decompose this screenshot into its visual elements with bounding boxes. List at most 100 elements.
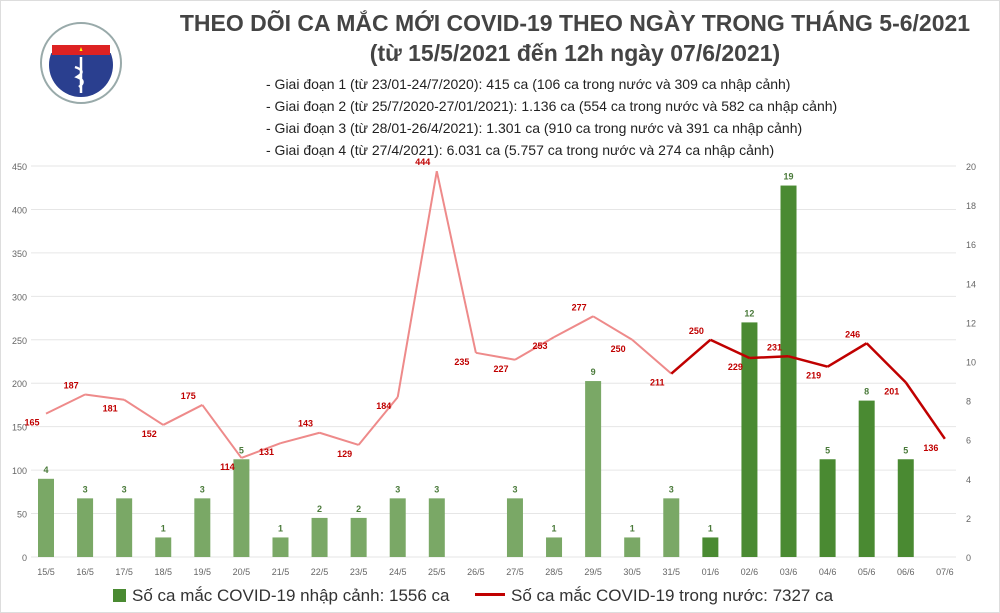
x-tick-label: 05/6	[858, 567, 876, 577]
bar-data-label: 2	[356, 504, 361, 514]
line-data-label: 250	[611, 344, 626, 354]
bar	[77, 498, 94, 557]
bar	[389, 498, 406, 557]
line-segment	[162, 404, 203, 426]
line-data-label: 143	[298, 419, 313, 429]
bar	[897, 459, 914, 557]
bar	[116, 498, 133, 557]
bar-data-label: 5	[239, 445, 244, 455]
bar	[546, 537, 563, 557]
bar	[155, 537, 172, 557]
y-right-tick-label: 8	[966, 397, 971, 407]
line-segment	[788, 355, 828, 368]
x-tick-label: 19/5	[194, 567, 212, 577]
y-right-tick-label: 10	[966, 358, 976, 368]
x-tick-label: 24/5	[389, 567, 407, 577]
bar-data-label: 3	[434, 484, 439, 494]
bar	[819, 459, 836, 557]
line-segment	[749, 355, 789, 360]
bar	[624, 537, 641, 557]
phase-1-text: - Giai đoạn 1 (từ 23/01-24/7/2020): 415 …	[266, 76, 791, 92]
line-segment	[709, 338, 750, 360]
x-tick-label: 01/6	[702, 567, 720, 577]
x-tick-label: 26/5	[467, 567, 485, 577]
bar-data-label: 3	[200, 484, 205, 494]
x-tick-label: 22/5	[311, 567, 329, 577]
x-tick-label: 15/5	[37, 567, 55, 577]
x-tick-label: 29/5	[584, 567, 602, 577]
line-data-label: 201	[884, 386, 899, 396]
line-data-label: 152	[142, 429, 157, 439]
line-segment	[123, 398, 164, 426]
bar	[663, 498, 680, 557]
line-data-label: 131	[259, 447, 274, 457]
bar-data-label: 5	[903, 445, 908, 455]
y-right-tick-label: 4	[966, 475, 971, 485]
x-tick-label: 18/5	[154, 567, 172, 577]
y-left-tick-label: 450	[12, 162, 27, 172]
bar-data-label: 1	[161, 523, 166, 533]
x-tick-label: 16/5	[76, 567, 94, 577]
x-tick-label: 02/6	[741, 567, 759, 577]
ministry-of-health-logo	[40, 22, 122, 104]
y-left-tick-label: 300	[12, 292, 27, 302]
line-data-label: 165	[24, 418, 39, 428]
bar-data-label: 1	[630, 523, 635, 533]
bar	[311, 517, 328, 557]
line-data-label: 219	[806, 371, 821, 381]
line-data-label: 246	[845, 329, 860, 339]
chart-title: THEO DÕI CA MẮC MỚI COVID-19 THEO NGÀY T…	[179, 10, 971, 36]
bar-data-label: 3	[83, 484, 88, 494]
line-segment	[514, 336, 555, 361]
x-tick-label: 07/6	[936, 567, 954, 577]
line-segment	[865, 342, 907, 384]
line-segment	[435, 171, 477, 354]
y-right-tick-label: 6	[966, 436, 971, 446]
x-tick-label: 20/5	[233, 567, 251, 577]
line-data-label: 277	[572, 302, 587, 312]
bar-data-label: 3	[395, 484, 400, 494]
bar-data-label: 1	[708, 523, 713, 533]
line-data-label: 181	[103, 404, 118, 414]
bar	[858, 400, 875, 557]
y-right-tick-label: 16	[966, 240, 976, 250]
bar-data-label: 1	[552, 523, 557, 533]
phase-2-text: - Giai đoạn 2 (từ 25/7/2020-27/01/2021):…	[266, 98, 838, 114]
y-right-tick-label: 2	[966, 514, 971, 524]
line-segment	[280, 431, 320, 445]
x-tick-label: 31/5	[663, 567, 681, 577]
x-tick-label: 17/5	[115, 567, 133, 577]
y-left-tick-label: 100	[12, 466, 27, 476]
y-right-tick-label: 14	[966, 279, 976, 289]
line-data-label: 253	[533, 341, 548, 351]
bar	[272, 537, 289, 557]
y-left-tick-label: 200	[12, 379, 27, 389]
line-data-label: 250	[689, 326, 704, 336]
y-left-tick-label: 150	[12, 423, 27, 433]
bar	[350, 517, 367, 557]
legend-domestic-label: Số ca mắc COVID-19 trong nước: 7327 ca	[511, 586, 834, 605]
line-segment	[475, 351, 516, 361]
line-segment	[670, 338, 712, 375]
line-segment	[45, 393, 86, 415]
bar	[702, 537, 719, 557]
y-left-tick-label: 50	[17, 510, 27, 520]
bar-data-label: 12	[744, 308, 754, 318]
line-segment	[904, 381, 946, 440]
line-data-label: 227	[493, 364, 508, 374]
chart-subtitle: (từ 15/5/2021 đến 12h ngày 07/6/2021)	[369, 40, 781, 66]
line-data-label: 444	[415, 157, 430, 167]
x-tick-label: 28/5	[545, 567, 563, 577]
line-segment	[357, 396, 399, 446]
y-left-tick-label: 350	[12, 249, 27, 259]
x-tick-label: 27/5	[506, 567, 524, 577]
line-segment	[319, 431, 359, 446]
bar-data-label: 3	[512, 484, 517, 494]
line-data-label: 229	[728, 362, 743, 372]
x-tick-label: 04/6	[819, 567, 837, 577]
line-segment	[631, 339, 672, 375]
x-tick-label: 25/5	[428, 567, 446, 577]
x-tick-label: 03/6	[780, 567, 798, 577]
line-data-label: 129	[337, 449, 352, 459]
